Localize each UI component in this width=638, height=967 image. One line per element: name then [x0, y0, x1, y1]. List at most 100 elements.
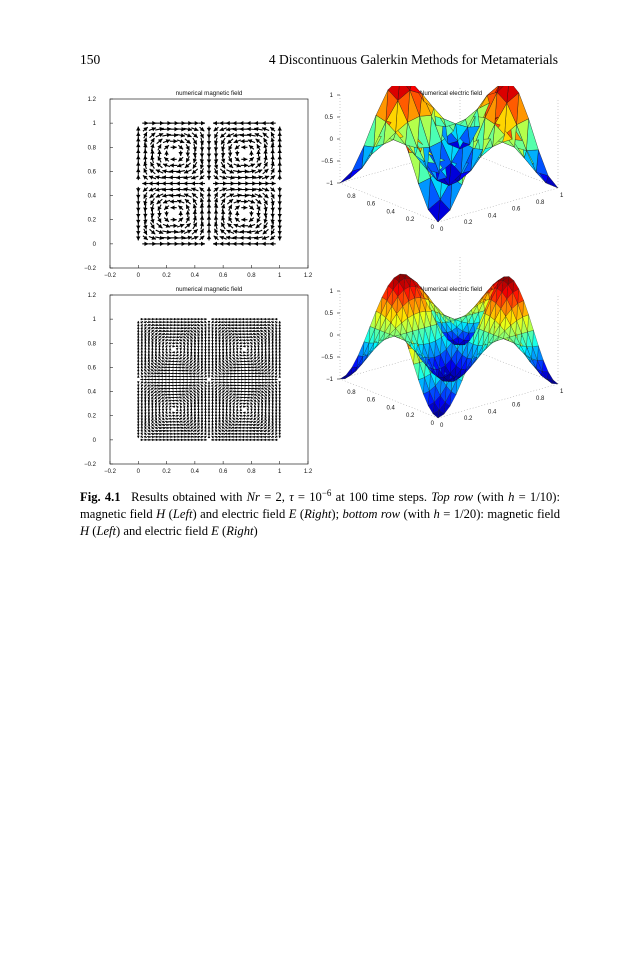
- arrow-head: [264, 344, 267, 347]
- arrow-head: [247, 390, 251, 393]
- x-tick-label: 0.8: [247, 469, 256, 475]
- arrow-head: [174, 133, 179, 138]
- arrow-head: [179, 223, 185, 228]
- arrow-head: [274, 332, 278, 335]
- arrow-head: [278, 435, 282, 439]
- arrow-head: [275, 432, 278, 436]
- arrow-head: [247, 132, 252, 138]
- arrow-head: [213, 147, 219, 152]
- arrow-head: [234, 320, 238, 324]
- arrow-head: [267, 415, 271, 418]
- arrow-head: [140, 326, 143, 330]
- arrow-head: [160, 381, 163, 384]
- arrow-head: [192, 204, 198, 209]
- arrow-head: [147, 365, 151, 369]
- arrow-head: [274, 397, 278, 400]
- arrow-head: [144, 421, 147, 424]
- arrow-head: [258, 181, 263, 186]
- arrow-head: [260, 356, 264, 360]
- arrow-head: [245, 426, 248, 430]
- arrow-head: [270, 175, 276, 180]
- arrow-head: [176, 414, 179, 418]
- arrow-head: [161, 357, 165, 360]
- arrow-head: [229, 414, 232, 417]
- arrow-head: [147, 387, 151, 390]
- arrow-head: [244, 393, 247, 396]
- arrow-head: [189, 393, 193, 396]
- surface-mesh: [339, 273, 559, 419]
- arrow-head: [194, 317, 197, 321]
- arrow-head: [220, 158, 226, 163]
- arrow-head: [140, 432, 143, 436]
- arrow-head: [228, 333, 232, 336]
- arrow-head: [181, 387, 185, 390]
- arrow-head: [221, 320, 224, 324]
- arrow-head: [222, 378, 226, 381]
- arrow-head: [136, 415, 140, 418]
- arrow-head: [151, 429, 155, 432]
- arrow-head: [260, 426, 263, 429]
- arrow-head: [246, 411, 250, 414]
- arrow-head: [229, 169, 234, 174]
- arrow-head: [136, 394, 140, 397]
- arrow-head: [277, 201, 282, 206]
- arrow-head: [199, 164, 205, 170]
- arrow-head: [271, 378, 275, 381]
- arrow-head: [214, 438, 217, 442]
- arrow-head: [228, 152, 233, 157]
- arrow-head: [207, 375, 211, 378]
- arrow-head: [136, 137, 141, 142]
- arrow-head: [277, 161, 282, 166]
- arrow-head: [164, 205, 169, 210]
- arrow-head: [218, 395, 221, 399]
- y-tick-label: 0: [93, 242, 97, 248]
- arrow-head: [261, 381, 265, 384]
- arrow-head: [232, 360, 236, 363]
- y-tick-label: 0.8: [347, 194, 356, 200]
- arrow-head: [271, 369, 274, 372]
- arrow-head: [143, 194, 148, 199]
- arrow-head: [144, 359, 147, 363]
- arrow-head: [136, 368, 140, 372]
- arrow-head: [157, 372, 160, 375]
- arrow-head: [155, 435, 159, 439]
- arrow-head: [246, 348, 250, 351]
- arrow-head: [238, 432, 241, 436]
- arrow-head: [245, 326, 248, 330]
- arrow-head: [264, 412, 267, 415]
- arrow-head: [165, 139, 171, 144]
- arrow-head: [225, 339, 228, 342]
- arrow-head: [271, 412, 274, 415]
- arrow-head: [242, 332, 245, 336]
- arrow-head: [199, 215, 205, 220]
- arrow-head: [211, 395, 214, 399]
- arrow-head: [136, 131, 141, 136]
- arrow-head: [193, 420, 196, 423]
- arrow-head: [200, 192, 205, 198]
- arrow-head: [182, 393, 185, 396]
- arrow-head: [150, 366, 154, 369]
- arrow-head: [147, 423, 150, 427]
- arrow-head: [190, 429, 194, 433]
- arrow-head: [252, 438, 255, 442]
- arrow-head: [235, 332, 238, 336]
- arrow-head: [231, 438, 234, 442]
- arrow-head: [239, 353, 243, 357]
- arrow-head: [271, 372, 274, 375]
- arrow-head: [271, 329, 275, 333]
- arrow-head: [185, 372, 189, 375]
- arrow-head: [260, 423, 264, 427]
- arrow-head: [136, 225, 141, 230]
- arrow-head: [214, 372, 218, 375]
- quiver-axes-box: [109, 98, 309, 269]
- arrow-head: [235, 414, 239, 418]
- arrow-head: [214, 366, 218, 370]
- arrow-head: [151, 329, 154, 333]
- arrow-head: [164, 396, 168, 399]
- arrow-head: [136, 372, 140, 375]
- arrow-head: [220, 204, 226, 209]
- arrow-head: [278, 323, 282, 327]
- arrow-head: [238, 326, 241, 330]
- arrow-head: [231, 323, 234, 327]
- arrow-head: [236, 411, 239, 415]
